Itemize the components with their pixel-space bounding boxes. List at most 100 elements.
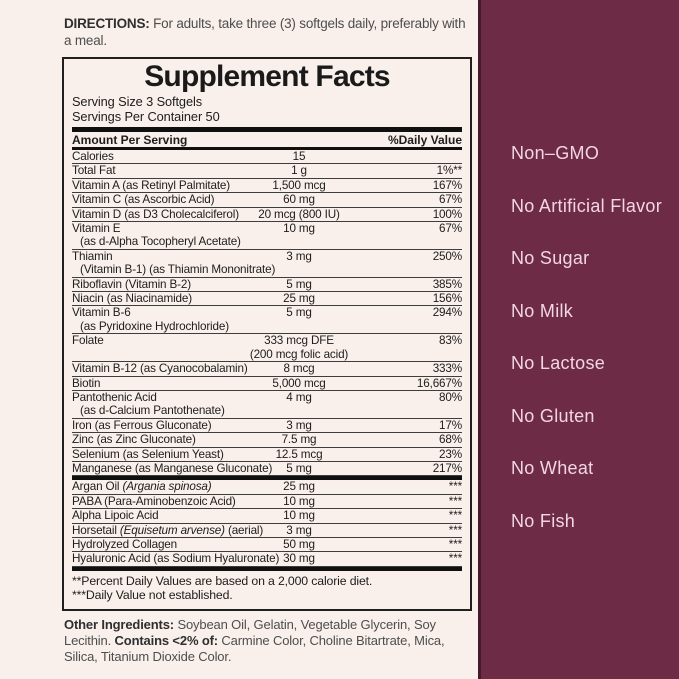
nutrient-daily-value: 68%	[439, 433, 462, 447]
nutrient-amount-text: 50 mg	[283, 537, 315, 551]
nutrient-amount: 333 mcg DFE (200 mcg folic acid)	[224, 334, 374, 361]
nutrient-name-text: Pantothenic Acid	[72, 390, 157, 404]
nutrient-daily-value: ***	[448, 523, 462, 537]
nutrient-amount-text: 1,500 mcg	[272, 178, 326, 192]
nutrient-amount-text: 8 mcg	[283, 362, 315, 376]
nutrient-name: Vitamin B-6 (as Pyridoxine Hydrochloride)	[72, 306, 229, 333]
nutrient-amount: 25 mg	[224, 292, 374, 305]
nutrient-name-text: Alpha Lipoic Acid	[72, 509, 159, 523]
nutrient-name: Vitamin A (as Retinyl Palmitate)	[72, 179, 230, 192]
nutrient-name: Total Fat	[72, 164, 224, 177]
nutrient-amount-subline: (200 mcg folic acid)	[249, 347, 349, 361]
nutrient-daily-value: 294%	[432, 306, 462, 320]
nutrient-amount: 1 g	[224, 164, 374, 177]
divider-medium	[72, 147, 462, 150]
nutrient-amount-text: 10 mg	[283, 494, 315, 508]
nutrient-amount-text: 5 mg	[286, 306, 312, 320]
nutrient-name: Zinc (as Zinc Gluconate)	[72, 433, 224, 446]
directions-body: For adults, take three (3) softgels dail…	[64, 16, 466, 48]
nutrient-row: Vitamin B-6 (as Pyridoxine Hydrochloride)…	[72, 306, 462, 335]
nutrient-amount-text: 5,000 mcg	[272, 376, 326, 390]
claim-item: No Wheat	[511, 458, 594, 478]
contains-label: Contains <2% of:	[114, 633, 219, 648]
nutrient-amount-text: 3 mg	[286, 523, 312, 537]
nutrient-daily-value: ***	[448, 480, 462, 494]
nutrient-name-text: Calories	[72, 150, 114, 163]
nutrient-amount: 3 mg	[224, 524, 374, 537]
nutrient-amount: 10 mg	[224, 495, 374, 508]
nutrient-name-text: Vitamin B-6	[72, 306, 131, 320]
nutrient-daily-value: 250%	[432, 249, 462, 263]
nutrient-name-subline: (as d-Alpha Tocopheryl Acetate)	[80, 235, 241, 249]
nutrient-name-part: Horsetail	[72, 523, 120, 537]
nutrient-name: Vitamin C (as Ascorbic Acid)	[72, 193, 224, 206]
nutrient-name-text: Folate	[72, 334, 104, 348]
nutrient-amount: 5 mg	[224, 306, 374, 319]
nutrient-amount-text: 10 mg	[283, 222, 315, 236]
nutrient-amount: 10 mg	[224, 509, 374, 522]
nutrient-row: Calories 15	[72, 150, 462, 165]
nutrient-amount-text: 5 mg	[286, 277, 312, 291]
nutrient-daily-value: ***	[448, 552, 462, 566]
nutrient-daily-value: 1%**	[436, 164, 463, 178]
nutrient-name-text: Vitamin B-12 (as Cyanocobalamin)	[72, 362, 248, 376]
nutrient-row: PABA (Para-Aminobenzoic Acid) 10 mg ***	[72, 495, 462, 510]
nutrient-amount: 1,500 mcg	[224, 179, 374, 192]
nutrient-row: Niacin (as Niacinamide) 25 mg 156%	[72, 292, 462, 307]
nutrient-name: Vitamin E (as d-Alpha Tocopheryl Acetate)	[72, 222, 241, 249]
nutrient-name: Folate	[72, 334, 224, 347]
nutrient-name-text: Vitamin C (as Ascorbic Acid)	[72, 193, 215, 207]
nutrient-row: Argan Oil (Argania spinosa) 25 mg ***	[72, 480, 462, 495]
divider-thick-bottom	[72, 566, 462, 571]
nutrient-name: Horsetail (Equisetum arvense) (aerial)	[72, 524, 263, 537]
nutrient-daily-value: 17%	[439, 418, 462, 432]
nutrient-daily-value: 83%	[439, 334, 462, 348]
nutrient-name-text: Horsetail (Equisetum arvense) (aerial)	[72, 524, 263, 537]
nutrient-daily-value: 385%	[432, 277, 462, 291]
nutrient-name-subline: (as d-Calcium Pantothenate)	[80, 404, 225, 418]
nutrient-daily-value: 217%	[432, 461, 462, 475]
nutrient-name: Riboflavin (Vitamin B-2)	[72, 278, 224, 291]
nutrient-name-text: Vitamin D (as D3 Cholecalciferol)	[72, 207, 239, 221]
nutrient-amount-text: 4 mg	[286, 390, 312, 404]
nutrient-name: Thiamin (Vitamin B-1) (as Thiamin Mononit…	[72, 249, 275, 277]
serving-size: Serving Size 3 Softgels	[72, 94, 203, 109]
nutrient-row: Biotin 5,000 mcg 16,667%	[72, 377, 462, 391]
nutrient-daily-value: ***	[448, 509, 462, 523]
nutrient-row: Zinc (as Zinc Gluconate) 7.5 mg 68%	[72, 433, 462, 448]
nutrient-daily-value: 80%	[439, 390, 462, 404]
nutrient-name-text: Total Fat	[72, 164, 116, 178]
nutrient-amount: 10 mg	[224, 222, 374, 235]
nutrient-daily-value: 67%	[439, 222, 462, 236]
nutrient-amount: 30 mg	[224, 552, 374, 565]
nutrient-amount-text: 10 mg	[283, 509, 315, 523]
nutrient-row: Vitamin B-12 (as Cyanocobalamin) 8 mcg 333…	[72, 362, 462, 377]
nutrient-rows: Calories 15 Total Fat 1 g 1%** Vitamin A (as …	[72, 150, 462, 567]
nutrient-name-text: Argan Oil (Argania spinosa)	[72, 480, 212, 493]
nutrient-amount-text: 3 mg	[286, 418, 312, 432]
nutrient-amount: 8 mcg	[224, 362, 374, 375]
nutrient-name-text: Thiamin	[72, 249, 113, 263]
nutrient-amount: 5,000 mcg	[224, 377, 374, 390]
nutrient-amount: 3 mg	[224, 419, 374, 432]
nutrient-name: Iron (as Ferrous Gluconate)	[72, 419, 224, 432]
claim-item: No Fish	[511, 510, 576, 531]
nutrient-name-text: Iron (as Ferrous Gluconate)	[72, 418, 212, 432]
nutrient-amount-text: 25 mg	[283, 292, 315, 306]
nutrient-row: Folate 333 mcg DFE (200 mcg folic acid) 83%	[72, 334, 462, 363]
footnotes: **Percent Daily Values are based on a 2,…	[72, 571, 462, 606]
nutrient-name-text: Vitamin E	[72, 222, 121, 236]
nutrient-name: Biotin	[72, 377, 224, 390]
nutrient-row: Total Fat 1 g 1%**	[72, 164, 463, 179]
nutrient-amount-text: 5 mg	[286, 461, 312, 475]
contains-body: Carmine Color, Choline Bitartrate, Mica,…	[64, 633, 445, 664]
nutrient-name-text: Zinc (as Zinc Gluconate)	[72, 433, 196, 447]
nutrient-name-text: Riboflavin (Vitamin B-2)	[72, 277, 191, 291]
nutrient-amount-text: 12.5 mcg	[275, 447, 323, 461]
nutrient-name: Vitamin B-12 (as Cyanocobalamin)	[72, 362, 248, 375]
claim-item: Non–GMO	[511, 143, 600, 163]
nutrient-amount: 12.5 mcg	[224, 448, 374, 461]
nutrient-amount-text: 7.5 mg	[281, 433, 317, 447]
other-ingredients-label: Other Ingredients:	[64, 617, 174, 632]
nutrient-row: Manganese (as Manganese Gluconate) 5 mg 21…	[72, 461, 462, 477]
